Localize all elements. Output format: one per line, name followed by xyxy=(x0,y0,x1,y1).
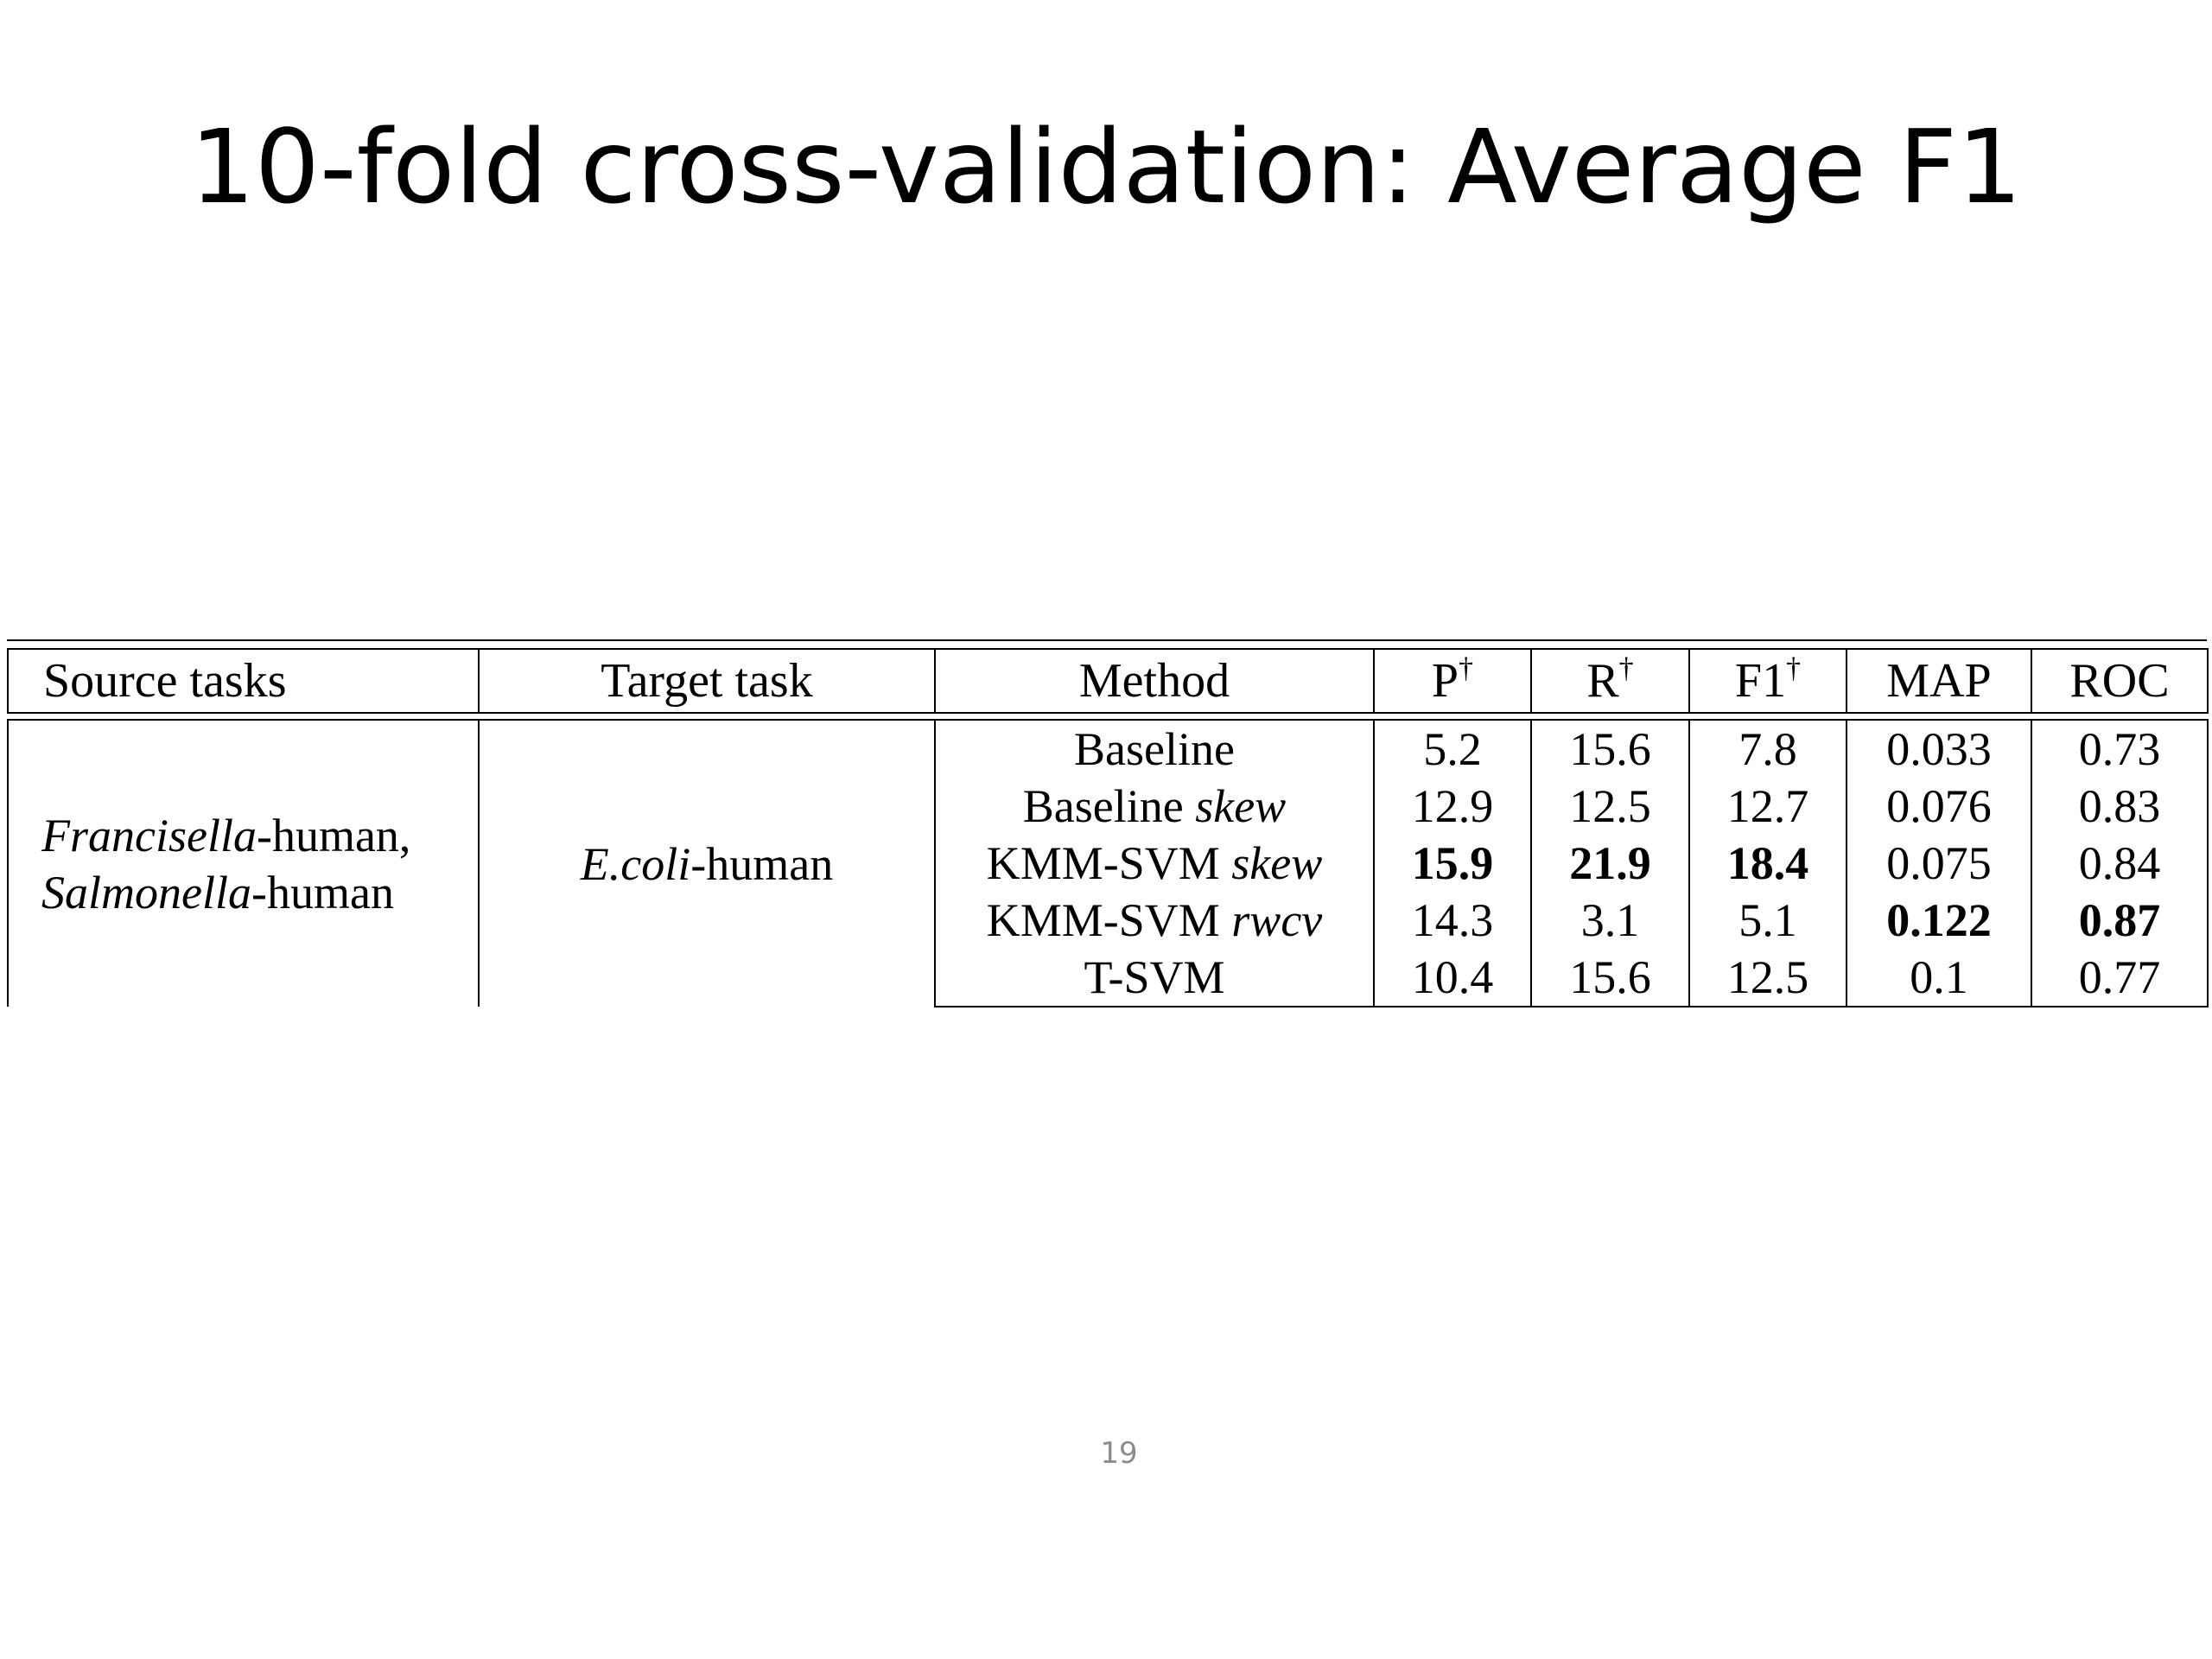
f1-cell: 5.1 xyxy=(1688,892,1847,949)
f1-cell: 12.5 xyxy=(1688,949,1847,1007)
method-cell: Baseline skew xyxy=(934,778,1375,835)
r-cell-best: 21.9 xyxy=(1530,835,1690,892)
p-cell: 12.9 xyxy=(1373,778,1532,835)
f1-cell: 12.7 xyxy=(1688,778,1847,835)
header-r-label: R xyxy=(1586,654,1619,708)
table-row: Francisella-human, Salmonella-human E.co… xyxy=(7,719,2209,1007)
roc-cell: 0.77 xyxy=(2031,949,2209,1007)
r-cell: 3.1 xyxy=(1530,892,1690,949)
method-name: KMM-SVM xyxy=(986,894,1232,946)
method-name: Baseline xyxy=(1074,723,1235,775)
method-name: T-SVM xyxy=(1084,951,1225,1003)
source-line-2: Salmonella-human xyxy=(41,864,478,921)
source-line-2-suffix: -human xyxy=(251,866,394,918)
map-cell-best: 0.122 xyxy=(1846,892,2032,949)
source-line-1-organism: Francisella xyxy=(41,809,257,861)
p-cell: 5.2 xyxy=(1373,719,1532,778)
target-task-cell: E.coli-human xyxy=(478,719,936,1007)
table-row: KMM-SVM skew 15.9 21.9 18.4 0.075 0.84 xyxy=(8,835,2209,892)
table-gap-cell xyxy=(8,713,2208,720)
map-cell: 0.1 xyxy=(1846,949,2032,1007)
method-suffix: skew xyxy=(1195,780,1287,832)
header-f1: F1† xyxy=(1688,648,1847,714)
table-gap xyxy=(8,713,2208,720)
slide-title: 10-fold cross-validation: Average F1 xyxy=(189,107,2023,226)
table-top-rule xyxy=(7,639,2207,641)
map-cell: 0.033 xyxy=(1846,719,2032,778)
p-cell: 10.4 xyxy=(1373,949,1532,1007)
method-cell: Baseline xyxy=(934,719,1375,778)
method-cell: KMM-SVM rwcv xyxy=(934,892,1375,949)
f1-cell-best: 18.4 xyxy=(1688,835,1847,892)
header-p-dagger: † xyxy=(1459,652,1474,684)
table-row: KMM-SVM rwcv 14.3 3.1 5.1 0.122 0.87 xyxy=(8,892,2209,949)
header-roc: ROC xyxy=(2031,648,2209,714)
source-line-2-organism: Salmonella xyxy=(41,866,251,918)
r-cell: 12.5 xyxy=(1530,778,1690,835)
method-name: KMM-SVM xyxy=(986,837,1232,889)
r-cell: 15.6 xyxy=(1530,949,1690,1007)
method-cell: KMM-SVM skew xyxy=(934,835,1375,892)
r-cell: 15.6 xyxy=(1530,719,1690,778)
roc-cell: 0.84 xyxy=(2031,835,2209,892)
header-map: MAP xyxy=(1846,648,2032,714)
header-f1-dagger: † xyxy=(1786,652,1802,684)
method-suffix: rwcv xyxy=(1231,894,1323,946)
source-line-1: Francisella-human, xyxy=(41,807,478,864)
target-organism: E.coli xyxy=(580,837,691,890)
header-source-tasks: Source tasks xyxy=(7,648,480,714)
header-r: R† xyxy=(1530,648,1690,714)
p-cell-best: 15.9 xyxy=(1373,835,1532,892)
header-target-task: Target task xyxy=(478,648,936,714)
header-f1-label: F1 xyxy=(1734,654,1787,708)
map-cell: 0.076 xyxy=(1846,778,2032,835)
header-method: Method xyxy=(934,648,1375,714)
page-number: 19 xyxy=(1100,1436,1138,1471)
method-suffix: skew xyxy=(1231,837,1323,889)
roc-cell: 0.83 xyxy=(2031,778,2209,835)
f1-cell: 7.8 xyxy=(1688,719,1847,778)
roc-cell-best: 0.87 xyxy=(2031,892,2209,949)
p-cell: 14.3 xyxy=(1373,892,1532,949)
results-table: Source tasks Target task Method P† R† F1… xyxy=(7,648,2209,1007)
table-row: T-SVM 10.4 15.6 12.5 0.1 0.77 xyxy=(8,949,2209,1007)
table-header-row: Source tasks Target task Method P† R† F1… xyxy=(7,648,2209,714)
header-p: P† xyxy=(1373,648,1532,714)
roc-cell: 0.73 xyxy=(2031,719,2209,778)
method-cell: T-SVM xyxy=(934,949,1375,1007)
target-suffix: -human xyxy=(690,837,834,890)
source-tasks-cell: Francisella-human, Salmonella-human xyxy=(7,719,480,1007)
method-name: Baseline xyxy=(1022,780,1196,832)
header-p-label: P xyxy=(1431,654,1459,708)
table-row: Baseline skew 12.9 12.5 12.7 0.076 0.83 xyxy=(8,778,2209,835)
map-cell: 0.075 xyxy=(1846,835,2032,892)
header-r-dagger: † xyxy=(1618,652,1634,684)
source-line-1-suffix: -human, xyxy=(256,809,411,861)
